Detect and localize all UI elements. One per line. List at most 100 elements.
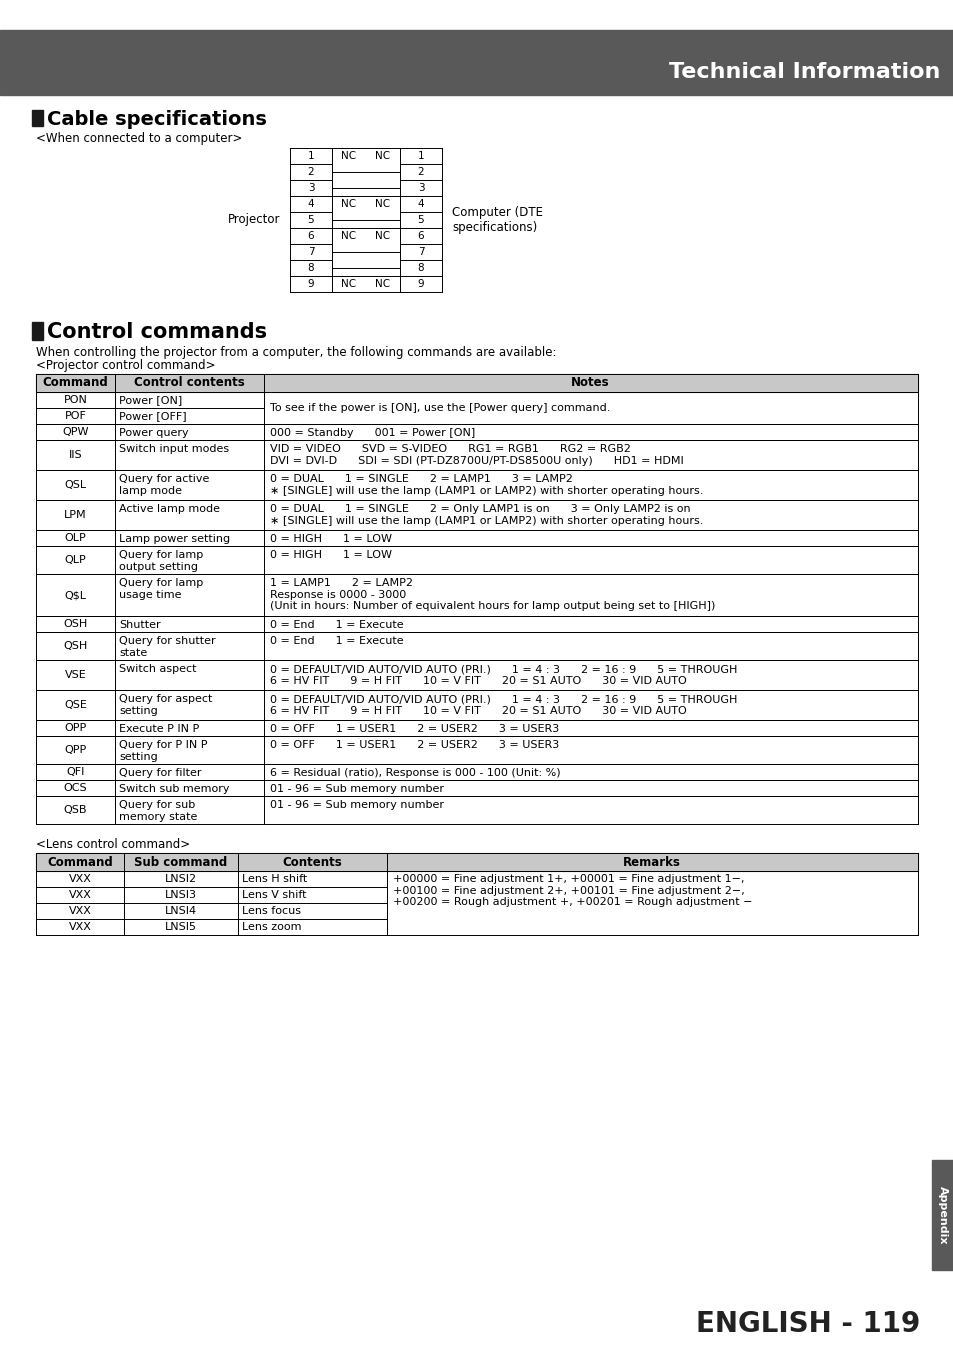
- Text: Lens H shift: Lens H shift: [242, 873, 307, 884]
- Text: Power [ON]: Power [ON]: [119, 396, 182, 405]
- Text: Power [OFF]: Power [OFF]: [119, 410, 187, 421]
- Text: 9: 9: [417, 279, 424, 289]
- Text: 6: 6: [417, 231, 424, 242]
- Text: 000 = Standby      001 = Power [ON]: 000 = Standby 001 = Power [ON]: [270, 428, 475, 437]
- Text: 0 = HIGH      1 = LOW: 0 = HIGH 1 = LOW: [270, 535, 392, 544]
- Text: 2: 2: [308, 167, 314, 177]
- Text: Query for shutter
state: Query for shutter state: [119, 636, 215, 657]
- Text: Active lamp mode: Active lamp mode: [119, 504, 220, 514]
- Text: 1 = LAMP1      2 = LAMP2
Response is 0000 - 3000
(Unit in hours: Number of equiv: 1 = LAMP1 2 = LAMP2 Response is 0000 - 3…: [270, 578, 715, 612]
- Bar: [0, 30, 953, 95]
- Text: NC: NC: [375, 151, 390, 161]
- Text: VXX: VXX: [69, 922, 91, 931]
- Text: Control commands: Control commands: [47, 323, 267, 342]
- Text: VSE: VSE: [65, 670, 87, 680]
- Text: 0 = OFF      1 = USER1      2 = USER2      3 = USER3: 0 = OFF 1 = USER1 2 = USER2 3 = USER3: [270, 724, 558, 734]
- Text: <When connected to a computer>: <When connected to a computer>: [36, 132, 242, 144]
- Text: 0 = OFF      1 = USER1      2 = USER2      3 = USER3: 0 = OFF 1 = USER1 2 = USER2 3 = USER3: [270, 740, 558, 751]
- Text: To see if the power is [ON], use the [Power query] command.: To see if the power is [ON], use the [Po…: [270, 404, 610, 413]
- Text: QPW: QPW: [62, 427, 89, 437]
- Text: 0 = DUAL      1 = SINGLE      2 = Only LAMP1 is on      3 = Only LAMP2 is on
∗ [: 0 = DUAL 1 = SINGLE 2 = Only LAMP1 is on…: [270, 504, 702, 525]
- Text: Notes: Notes: [570, 377, 609, 390]
- Text: Query for sub
memory state: Query for sub memory state: [119, 801, 197, 822]
- Text: QFI: QFI: [67, 767, 85, 778]
- Text: <Projector control command>: <Projector control command>: [36, 359, 215, 373]
- Text: 01 - 96 = Sub memory number: 01 - 96 = Sub memory number: [270, 801, 443, 810]
- Text: 5: 5: [417, 215, 424, 225]
- Text: Execute P IN P: Execute P IN P: [119, 724, 199, 734]
- Text: 9: 9: [308, 279, 314, 289]
- Text: 0 = HIGH      1 = LOW: 0 = HIGH 1 = LOW: [270, 549, 392, 560]
- Text: Technical Information: Technical Information: [668, 62, 939, 82]
- Text: 5: 5: [308, 215, 314, 225]
- Text: 6: 6: [308, 231, 314, 242]
- Text: Command: Command: [43, 377, 109, 390]
- Text: Lens V shift: Lens V shift: [242, 890, 306, 900]
- Text: NC: NC: [375, 279, 390, 289]
- Text: Lens focus: Lens focus: [242, 906, 301, 917]
- Text: Shutter: Shutter: [119, 620, 160, 630]
- Text: 0 = End      1 = Execute: 0 = End 1 = Execute: [270, 636, 403, 647]
- Text: Switch aspect: Switch aspect: [119, 664, 196, 674]
- Text: 6 = Residual (ratio), Response is 000 - 100 (Unit: %): 6 = Residual (ratio), Response is 000 - …: [270, 768, 560, 778]
- Text: Switch sub memory: Switch sub memory: [119, 784, 230, 794]
- Text: Query for aspect
setting: Query for aspect setting: [119, 694, 213, 716]
- Text: 7: 7: [417, 247, 424, 256]
- Text: NC: NC: [341, 279, 356, 289]
- Text: 7: 7: [308, 247, 314, 256]
- Bar: [36, 853, 917, 871]
- Text: Query for filter: Query for filter: [119, 768, 201, 778]
- Text: PON: PON: [64, 396, 88, 405]
- Text: Contents: Contents: [282, 856, 342, 868]
- Text: 4: 4: [308, 198, 314, 209]
- Text: +00000 = Fine adjustment 1+, +00001 = Fine adjustment 1−,
+00100 = Fine adjustme: +00000 = Fine adjustment 1+, +00001 = Fi…: [393, 873, 752, 907]
- Text: OCS: OCS: [64, 783, 88, 792]
- Text: 1: 1: [417, 151, 424, 161]
- Text: Computer (DTE
specifications): Computer (DTE specifications): [452, 207, 542, 234]
- Text: Projector: Projector: [227, 213, 280, 227]
- Text: VXX: VXX: [69, 873, 91, 884]
- Text: QSH: QSH: [63, 641, 88, 651]
- Text: NC: NC: [341, 151, 356, 161]
- Text: 2: 2: [417, 167, 424, 177]
- Text: Sub command: Sub command: [134, 856, 228, 868]
- Text: Remarks: Remarks: [622, 856, 679, 868]
- Text: 0 = DEFAULT/VID AUTO/VID AUTO (PRI.)      1 = 4 : 3      2 = 16 : 9      5 = THR: 0 = DEFAULT/VID AUTO/VID AUTO (PRI.) 1 =…: [270, 664, 737, 686]
- Text: 3: 3: [308, 184, 314, 193]
- Text: Query for lamp
usage time: Query for lamp usage time: [119, 578, 203, 599]
- Text: Query for lamp
output setting: Query for lamp output setting: [119, 549, 203, 571]
- Text: <Lens control command>: <Lens control command>: [36, 838, 190, 850]
- Text: 3: 3: [417, 184, 424, 193]
- Text: 0 = DUAL      1 = SINGLE      2 = LAMP1      3 = LAMP2
∗ [SINGLE] will use the l: 0 = DUAL 1 = SINGLE 2 = LAMP1 3 = LAMP2 …: [270, 474, 702, 495]
- Bar: [32, 109, 43, 126]
- Text: VXX: VXX: [69, 890, 91, 900]
- Text: When controlling the projector from a computer, the following commands are avail: When controlling the projector from a co…: [36, 346, 556, 359]
- Text: 1: 1: [308, 151, 314, 161]
- Text: OLP: OLP: [65, 533, 87, 543]
- Text: OSH: OSH: [63, 620, 88, 629]
- Text: Q$L: Q$L: [65, 590, 87, 599]
- Text: Lens zoom: Lens zoom: [242, 922, 301, 931]
- Bar: [32, 323, 43, 340]
- Text: NC: NC: [341, 231, 356, 242]
- Text: QLP: QLP: [65, 555, 87, 566]
- Text: 01 - 96 = Sub memory number: 01 - 96 = Sub memory number: [270, 784, 443, 794]
- Text: QSE: QSE: [64, 701, 87, 710]
- Text: NC: NC: [341, 198, 356, 209]
- Text: Appendix: Appendix: [937, 1185, 947, 1245]
- Text: LNSI3: LNSI3: [165, 890, 196, 900]
- Text: Control contents: Control contents: [134, 377, 245, 390]
- Text: VXX: VXX: [69, 906, 91, 917]
- Text: Switch input modes: Switch input modes: [119, 444, 229, 454]
- Text: 8: 8: [417, 263, 424, 273]
- Text: Power query: Power query: [119, 428, 189, 437]
- Text: QSB: QSB: [64, 805, 87, 815]
- Text: QSL: QSL: [65, 481, 87, 490]
- Text: Command: Command: [47, 856, 112, 868]
- Text: Cable specifications: Cable specifications: [47, 109, 267, 130]
- Text: 8: 8: [308, 263, 314, 273]
- Text: Lamp power setting: Lamp power setting: [119, 535, 230, 544]
- Text: LPM: LPM: [64, 510, 87, 520]
- Text: OPP: OPP: [64, 724, 87, 733]
- Text: ENGLISH - 119: ENGLISH - 119: [695, 1310, 919, 1338]
